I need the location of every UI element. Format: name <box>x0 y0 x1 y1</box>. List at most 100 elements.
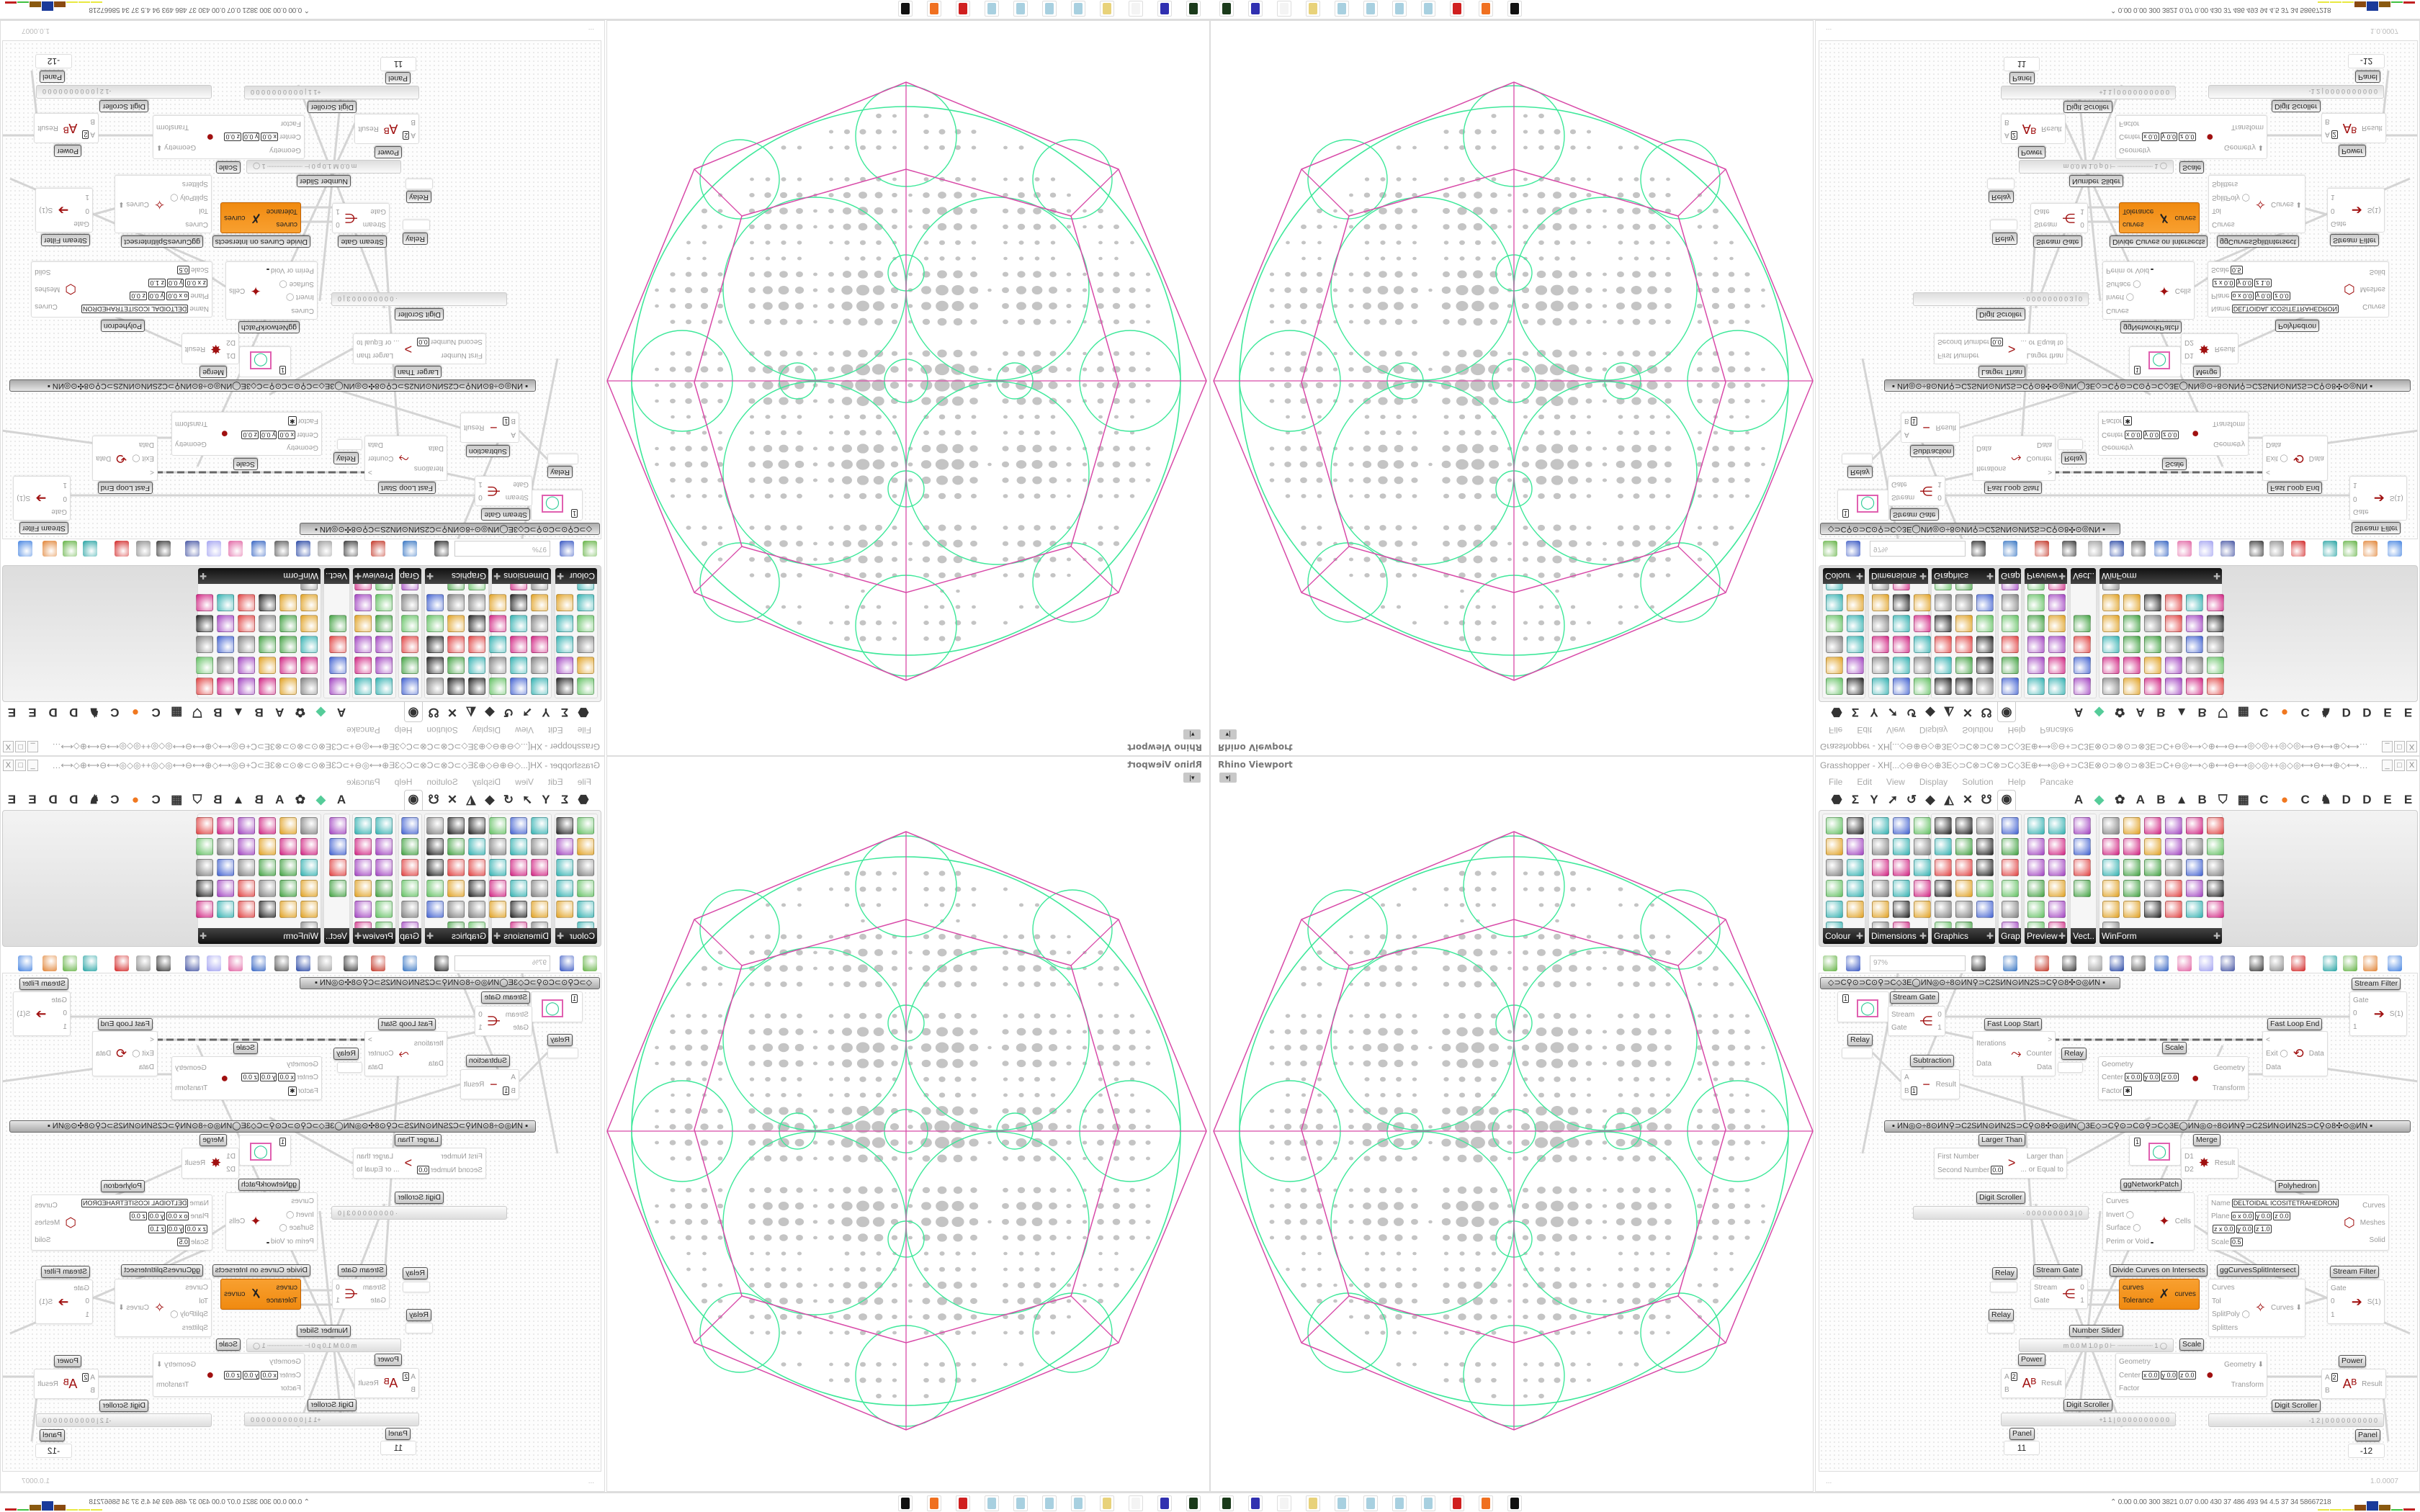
param-value[interactable]: ✱ <box>288 416 297 426</box>
path-points-icon[interactable] <box>2074 838 2091 855</box>
tab-tab-b2[interactable]: B <box>2197 793 2207 806</box>
component-label-merge[interactable]: Merge <box>200 366 227 378</box>
tag-icon[interactable] <box>1872 838 1889 855</box>
notepad-icon[interactable] <box>1363 1 1378 17</box>
dotted-circle-icon[interactable] <box>468 838 485 855</box>
input-param[interactable]: 1 <box>2331 192 2335 201</box>
sets-icon[interactable]: Y <box>542 706 550 719</box>
param-value[interactable]: x 0.0 <box>278 1073 295 1082</box>
group-bar[interactable]: ◇⊃C⚲⊙⊃C⊙⚲⊃C◇3E◯ИN◎⊙÷8⊙ИN⚲⊃C2SИN⊙ИN2S⊃C⚲⊙… <box>1820 977 2120 989</box>
input-param[interactable]: Factor <box>280 120 301 128</box>
input-param[interactable]: B <box>2325 117 2330 126</box>
curve-icon[interactable]: ↺ <box>503 793 514 806</box>
dim-ordinate-icon[interactable] <box>1893 636 1910 653</box>
input-param[interactable]: Tol <box>199 1297 208 1305</box>
hearts-icon[interactable] <box>2048 901 2066 918</box>
component-sfilter2[interactable]: Gate 0 1 ➔ S(1) <box>2327 1279 2385 1324</box>
input-param[interactable]: 0 <box>2331 1297 2335 1306</box>
output-param[interactable]: Result <box>2362 1380 2383 1388</box>
folder-icon[interactable] <box>1306 1 1320 17</box>
component-label-relay3[interactable]: Relay <box>403 1267 428 1279</box>
component-label-ggsplit[interactable]: ggCurvesSplitIntersect <box>121 235 203 248</box>
param-value[interactable]: z 0.0 <box>2273 292 2290 300</box>
tab-tab-a[interactable]: A <box>2074 793 2084 806</box>
input-param[interactable]: Gate <box>2353 996 2369 1004</box>
grasshopper-canvas[interactable]: ◇⊃C⚲⊙⊃C⊙⚲⊃C◇3E◯ИN◎⊙÷8⊙ИN⚲⊃C2SИN⊙ИN2S⊃C⚲⊙… <box>1819 973 2418 1472</box>
picture-form-icon[interactable] <box>2123 636 2141 653</box>
output-param[interactable]: > <box>2048 1036 2053 1044</box>
disc-icon[interactable] <box>468 817 485 834</box>
input-param[interactable]: Invert ◯ <box>286 293 314 302</box>
tabs-form-icon[interactable] <box>2186 859 2203 876</box>
dotted-circle-icon[interactable] <box>468 657 485 674</box>
param-value[interactable]: y 0.0 <box>2254 292 2272 300</box>
vector-icon[interactable]: ➚ <box>1887 793 1899 806</box>
input-param[interactable]: Stream <box>505 493 529 502</box>
gear-icon[interactable]: ✿ <box>2115 793 2125 806</box>
calendar-icon[interactable] <box>259 594 276 611</box>
params-hexagon-icon[interactable]: ⬣ <box>578 706 589 719</box>
output-param[interactable]: Result <box>37 1380 58 1388</box>
slider-label-digit1[interactable]: Digit Scroller <box>395 308 444 320</box>
disc-icon[interactable] <box>1935 817 1952 834</box>
component-circle2[interactable]: ◯ 1 <box>2129 1135 2182 1166</box>
component-label-merge[interactable]: Merge <box>2193 366 2220 378</box>
input-param[interactable]: 0 <box>2353 494 2357 503</box>
output-param[interactable]: Curves <box>35 302 58 311</box>
param-value[interactable] <box>2151 1242 2154 1244</box>
component-relay4[interactable] <box>1987 1323 2015 1333</box>
param-value[interactable]: 1 <box>503 1086 510 1095</box>
input-param[interactable]: Factor <box>2119 120 2140 128</box>
scroll-bar-icon[interactable] <box>238 594 255 611</box>
component-relay1[interactable] <box>547 1048 578 1058</box>
pie-chart-icon[interactable] <box>238 657 255 674</box>
zoom-extents-icon[interactable] <box>1971 955 1986 971</box>
param-value[interactable]: y 0.0 <box>2236 1225 2254 1233</box>
input-param[interactable]: Curves <box>291 307 314 315</box>
folder-icon[interactable] <box>1306 1495 1320 1511</box>
hsv-icon[interactable] <box>556 880 573 897</box>
hearts-icon[interactable] <box>354 901 372 918</box>
palette-group-label[interactable]: Grap.. <box>1999 928 2021 944</box>
param-value[interactable]: 2 <box>82 1373 89 1382</box>
component-label-relay3[interactable]: Relay <box>1992 233 2017 245</box>
slider-label-digit3[interactable]: Digit Scroller <box>99 1400 148 1412</box>
scatter-icon[interactable] <box>2002 901 2019 918</box>
green-arrows-icon[interactable] <box>329 615 346 632</box>
sort-numbers-icon[interactable] <box>2074 678 2091 695</box>
sphere-preview-icon[interactable] <box>375 838 393 855</box>
at-sign-icon[interactable] <box>318 541 332 557</box>
split-form-icon[interactable] <box>259 636 276 653</box>
save-image-icon[interactable] <box>1976 615 1994 632</box>
vector-icon[interactable]: ➚ <box>521 706 533 719</box>
component-label-largerthan[interactable]: Larger Than <box>1978 366 2026 378</box>
tab-tab-b[interactable]: B <box>2156 793 2166 806</box>
pie-yellow-icon[interactable] <box>217 817 234 834</box>
slider-label-digit1[interactable]: Digit Scroller <box>1976 1192 2025 1204</box>
add-text-icon[interactable] <box>2165 636 2182 653</box>
input-param[interactable]: A <box>1904 1074 1909 1082</box>
box-dim-icon[interactable] <box>489 838 506 855</box>
dim-points-icon[interactable] <box>531 594 548 611</box>
mountain-icon[interactable]: ▲ <box>2175 793 2188 806</box>
expand-plus-icon[interactable]: ✚ <box>426 571 434 581</box>
output-param[interactable]: Transform <box>2212 1084 2245 1092</box>
input-param[interactable]: Factor✱ <box>2102 1086 2179 1096</box>
param-value[interactable]: 1 <box>1910 417 1917 426</box>
input-param[interactable]: Second Number0.0 <box>417 1165 483 1174</box>
prism-icon[interactable] <box>1847 901 1864 918</box>
input-param[interactable]: Curves <box>185 1283 208 1292</box>
new-file-icon[interactable] <box>583 955 597 971</box>
menu-help[interactable]: Help <box>394 725 413 735</box>
tab-tab-a2[interactable]: A <box>275 793 284 806</box>
cubes-form-icon[interactable] <box>300 880 318 897</box>
output-param[interactable]: Data <box>2308 454 2324 462</box>
tabs-form-icon[interactable] <box>217 859 234 876</box>
component-sfilter2[interactable]: Gate 0 1 ➔ S(1) <box>35 1279 93 1324</box>
component-sfilter2[interactable]: Gate 0 1 ➔ S(1) <box>35 188 93 233</box>
digit-scroller[interactable]: · 0 0 0 0 0 0 0 0 3 | 0 <box>1913 292 2089 306</box>
